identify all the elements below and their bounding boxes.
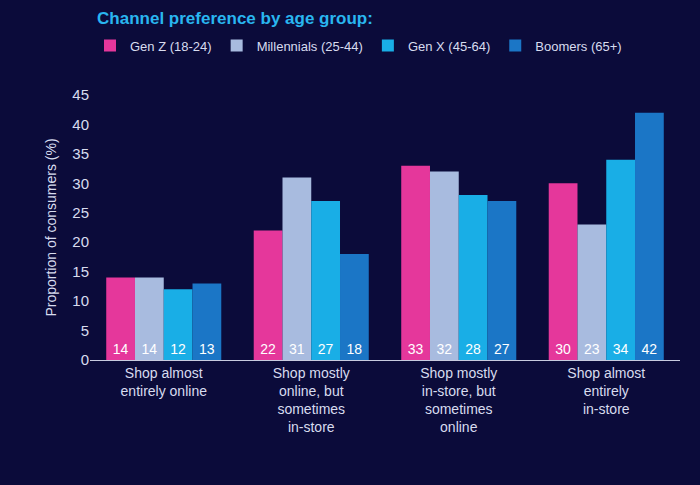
svg-text:12: 12: [170, 341, 186, 357]
svg-text:Channel preference by age grou: Channel preference by age group:: [97, 9, 373, 28]
svg-text:27: 27: [494, 341, 510, 357]
svg-text:15: 15: [72, 263, 89, 280]
svg-text:40: 40: [72, 116, 89, 133]
svg-text:18: 18: [346, 341, 362, 357]
svg-text:31: 31: [289, 341, 305, 357]
svg-text:35: 35: [72, 145, 89, 162]
svg-text:32: 32: [436, 341, 452, 357]
svg-text:Shop almostentirelyin-store: Shop almostentirelyin-store: [567, 365, 645, 417]
svg-text:Gen Z (18-24): Gen Z (18-24): [130, 39, 212, 54]
svg-text:14: 14: [141, 341, 157, 357]
svg-text:13: 13: [199, 341, 215, 357]
svg-text:Boomers (65+): Boomers (65+): [535, 39, 621, 54]
svg-text:Proportion of consumers (%): Proportion of consumers (%): [43, 138, 59, 316]
svg-text:23: 23: [584, 341, 600, 357]
svg-text:10: 10: [72, 292, 89, 309]
svg-text:22: 22: [260, 341, 276, 357]
svg-text:20: 20: [72, 233, 89, 250]
svg-text:25: 25: [72, 204, 89, 221]
svg-text:33: 33: [408, 341, 424, 357]
svg-text:30: 30: [72, 175, 89, 192]
svg-text:Millennials (25-44): Millennials (25-44): [257, 39, 363, 54]
svg-text:34: 34: [613, 341, 629, 357]
svg-text:27: 27: [318, 341, 334, 357]
svg-text:45: 45: [72, 86, 89, 103]
svg-text:42: 42: [642, 341, 658, 357]
svg-text:Shop mostlyin-store, butsometi: Shop mostlyin-store, butsometimesonline: [420, 365, 497, 436]
svg-text:28: 28: [465, 341, 481, 357]
svg-text:Gen X (45-64): Gen X (45-64): [408, 39, 490, 54]
svg-text:5: 5: [81, 322, 89, 339]
svg-text:0: 0: [81, 351, 89, 368]
svg-text:Shop almostentirely online: Shop almostentirely online: [121, 365, 208, 399]
svg-text:Shop mostlyonline, butsometime: Shop mostlyonline, butsometimesin-store: [273, 365, 350, 436]
svg-text:14: 14: [113, 341, 129, 357]
svg-text:30: 30: [555, 341, 571, 357]
